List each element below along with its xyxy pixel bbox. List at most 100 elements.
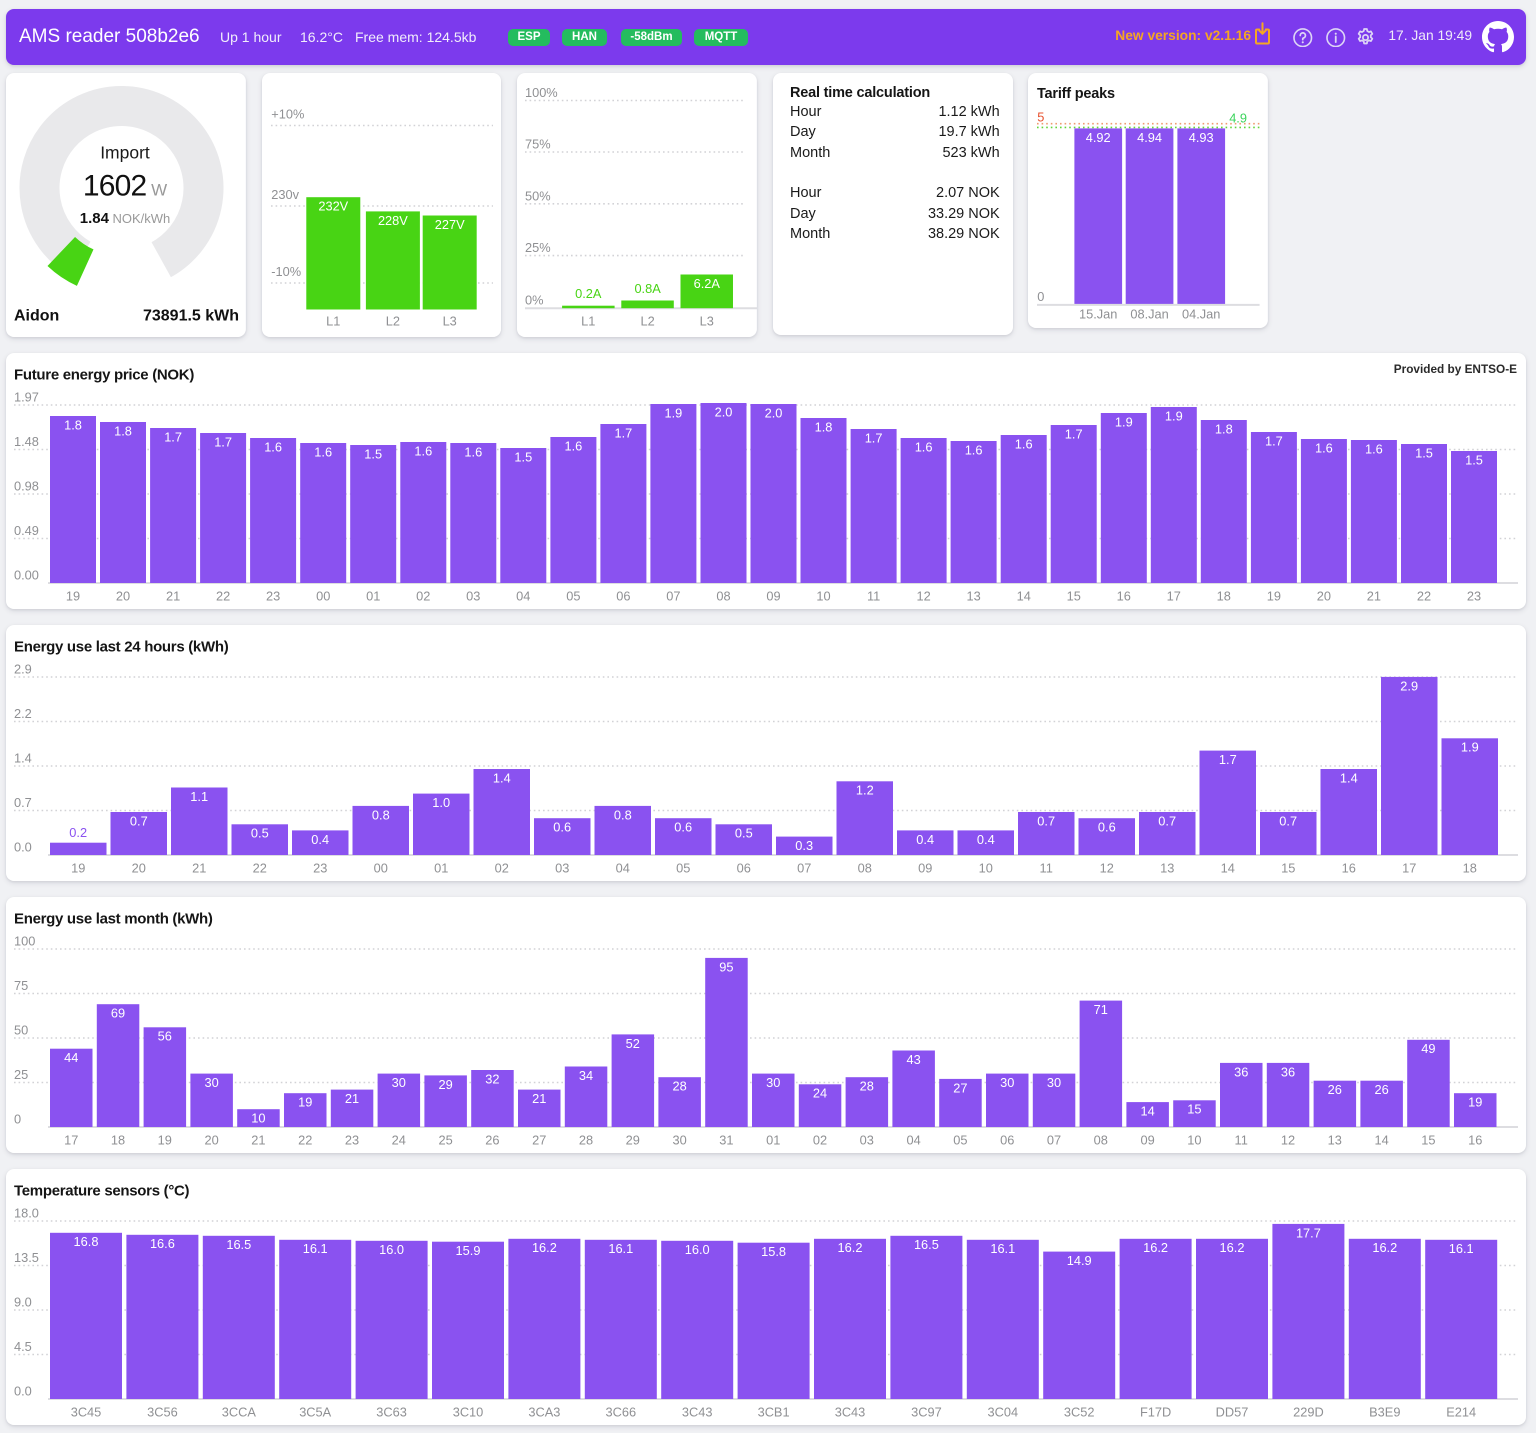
svg-text:19: 19 [66, 589, 80, 604]
svg-text:0.7: 0.7 [1037, 813, 1055, 828]
svg-text:13.5: 13.5 [14, 1250, 39, 1265]
svg-text:2.0: 2.0 [765, 405, 783, 420]
svg-text:Future energy price (NOK): Future energy price (NOK) [14, 367, 194, 384]
svg-text:0.7: 0.7 [1158, 813, 1176, 828]
svg-text:05: 05 [953, 1133, 967, 1148]
svg-text:0.6: 0.6 [553, 820, 571, 835]
svg-text:69: 69 [111, 1006, 125, 1021]
svg-text:10: 10 [816, 589, 830, 604]
svg-text:3C45: 3C45 [71, 1405, 102, 1420]
svg-text:1602 W: 1602 W [83, 170, 167, 203]
svg-text:52: 52 [626, 1036, 640, 1051]
svg-text:L2: L2 [641, 313, 655, 328]
svg-text:227V: 227V [434, 217, 464, 232]
svg-text:01: 01 [766, 1133, 780, 1148]
svg-text:11: 11 [867, 589, 880, 604]
svg-text:05: 05 [676, 861, 690, 876]
svg-text:3CB1: 3CB1 [758, 1405, 790, 1420]
svg-text:26: 26 [1328, 1082, 1342, 1097]
svg-text:75%: 75% [525, 137, 551, 152]
svg-text:18: 18 [1463, 861, 1477, 876]
svg-text:Tariff peaks: Tariff peaks [1037, 86, 1115, 102]
svg-text:+10%: +10% [271, 107, 304, 122]
svg-text:4.94: 4.94 [1137, 130, 1162, 145]
svg-text:0.2: 0.2 [69, 825, 87, 840]
svg-text:1.8: 1.8 [815, 419, 833, 434]
svg-text:229D: 229D [1293, 1405, 1324, 1420]
svg-text:22: 22 [298, 1133, 312, 1148]
svg-text:2.2: 2.2 [14, 706, 32, 721]
svg-text:0.6: 0.6 [1098, 820, 1116, 835]
svg-text:16.2: 16.2 [1372, 1240, 1397, 1255]
svg-text:19: 19 [1267, 589, 1281, 604]
svg-text:04: 04 [616, 861, 630, 876]
svg-text:20: 20 [116, 589, 130, 604]
svg-text:29: 29 [438, 1077, 452, 1092]
svg-text:12: 12 [916, 589, 930, 604]
svg-text:14: 14 [1374, 1133, 1388, 1148]
svg-text:16.2: 16.2 [532, 1240, 557, 1255]
svg-text:E214: E214 [1446, 1405, 1476, 1420]
svg-text:17: 17 [1167, 589, 1181, 604]
svg-text:1.7: 1.7 [1065, 426, 1083, 441]
svg-text:26: 26 [1374, 1082, 1388, 1097]
svg-text:-10%: -10% [271, 264, 301, 279]
svg-text:19: 19 [1468, 1095, 1482, 1110]
svg-text:49: 49 [1421, 1041, 1435, 1056]
svg-text:01: 01 [434, 861, 448, 876]
svg-text:1.8: 1.8 [64, 417, 82, 432]
svg-text:4.9: 4.9 [1230, 111, 1248, 126]
svg-text:1.7: 1.7 [164, 429, 182, 444]
svg-text:L1: L1 [326, 313, 340, 328]
svg-text:19: 19 [298, 1095, 312, 1110]
svg-text:23: 23 [1467, 589, 1481, 604]
svg-text:11: 11 [1040, 861, 1053, 876]
svg-text:16: 16 [1468, 1133, 1482, 1148]
svg-text:20: 20 [1317, 589, 1331, 604]
svg-text:1.5: 1.5 [1415, 445, 1433, 460]
svg-text:0.8: 0.8 [372, 807, 390, 822]
svg-text:22: 22 [216, 589, 230, 604]
svg-text:44: 44 [64, 1050, 78, 1065]
svg-text:28: 28 [579, 1133, 593, 1148]
svg-text:23: 23 [313, 861, 327, 876]
svg-text:L2: L2 [385, 313, 399, 328]
svg-text:0: 0 [14, 1111, 21, 1126]
svg-text:1.6: 1.6 [565, 438, 583, 453]
svg-text:1.6: 1.6 [464, 444, 482, 459]
svg-text:0.8A: 0.8A [635, 281, 662, 296]
svg-text:50%: 50% [525, 188, 551, 203]
svg-text:18.0: 18.0 [14, 1205, 39, 1220]
svg-text:06: 06 [616, 589, 630, 604]
svg-text:73891.5 kWh: 73891.5 kWh [143, 307, 239, 324]
svg-text:L1: L1 [582, 313, 596, 328]
svg-text:1.6: 1.6 [915, 439, 933, 454]
svg-text:1.9: 1.9 [665, 405, 683, 420]
svg-text:16.2: 16.2 [838, 1240, 863, 1255]
svg-text:75: 75 [14, 978, 28, 993]
svg-text:04: 04 [906, 1133, 920, 1148]
svg-text:16.5: 16.5 [226, 1237, 251, 1252]
svg-text:20: 20 [132, 861, 146, 876]
svg-text:07: 07 [666, 589, 680, 604]
svg-text:0.49: 0.49 [14, 523, 39, 538]
svg-text:15.8: 15.8 [761, 1244, 786, 1259]
svg-text:1.4: 1.4 [493, 770, 511, 785]
svg-text:16.2: 16.2 [1143, 1240, 1168, 1255]
svg-text:08: 08 [716, 589, 730, 604]
svg-text:21: 21 [345, 1091, 359, 1106]
svg-text:16.2: 16.2 [1220, 1240, 1245, 1255]
svg-text:28: 28 [672, 1079, 686, 1094]
svg-text:07: 07 [1047, 1133, 1061, 1148]
svg-text:0.98: 0.98 [14, 478, 39, 493]
svg-text:3C5A: 3C5A [299, 1405, 331, 1420]
svg-text:0.7: 0.7 [1279, 813, 1297, 828]
svg-text:10: 10 [1187, 1133, 1201, 1148]
svg-text:0.4: 0.4 [916, 832, 934, 847]
svg-text:04: 04 [516, 589, 530, 604]
svg-text:1.48: 1.48 [14, 434, 39, 449]
svg-text:29: 29 [626, 1133, 640, 1148]
svg-text:05: 05 [566, 589, 580, 604]
svg-text:16: 16 [1342, 861, 1356, 876]
svg-text:1.6: 1.6 [965, 442, 983, 457]
